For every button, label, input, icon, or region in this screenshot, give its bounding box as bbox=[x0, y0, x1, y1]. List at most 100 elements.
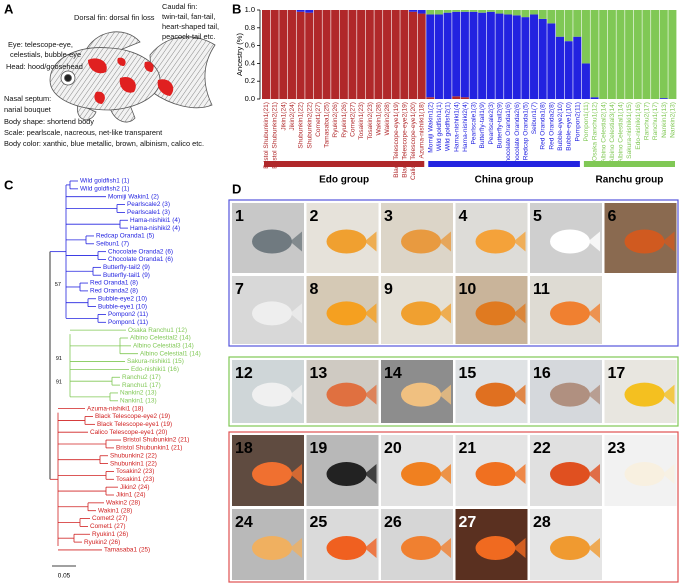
photo-number: 21 bbox=[459, 440, 477, 457]
category-label: Shubunkin2(22) bbox=[306, 102, 313, 149]
photo-tail bbox=[662, 231, 675, 252]
leaf-label: Tosakin1 (23) bbox=[116, 476, 154, 483]
photo-number: 16 bbox=[533, 365, 551, 382]
bar-segment bbox=[452, 96, 461, 99]
photo-number: 22 bbox=[533, 440, 551, 457]
bar-segment bbox=[633, 10, 642, 99]
category-label: Pearlscale2(3) bbox=[488, 102, 495, 145]
bar-segment bbox=[391, 10, 400, 99]
photo-fish bbox=[475, 536, 516, 561]
bar-segment bbox=[504, 10, 513, 15]
bar-segment bbox=[651, 10, 660, 99]
annotation: Body color: xanthic, blue metallic, brow… bbox=[4, 139, 204, 148]
category-label: Osaka Ranchu1(12) bbox=[592, 102, 599, 161]
y-tick-label: 1.0 bbox=[245, 5, 255, 14]
bar-segment bbox=[547, 23, 556, 100]
photo-number: 8 bbox=[310, 281, 319, 298]
frame bbox=[228, 199, 679, 347]
annotation: peacock-tail etc. bbox=[162, 32, 215, 41]
bar-segment bbox=[469, 11, 478, 100]
bar-segment bbox=[374, 10, 383, 99]
bar-segment bbox=[504, 14, 513, 100]
bar-segment bbox=[365, 10, 374, 99]
category-label: Black Telescope-eye1(19) bbox=[393, 102, 400, 178]
photo-tail bbox=[364, 538, 377, 559]
photo-fish bbox=[624, 382, 665, 407]
bar-segment bbox=[512, 15, 521, 100]
photo-tail bbox=[439, 538, 451, 559]
y-tick-label: 0.0 bbox=[245, 94, 255, 103]
panel-letter: C bbox=[4, 177, 14, 192]
photo-number: 1 bbox=[235, 208, 244, 225]
category-label: Redcap Oranda1(5) bbox=[522, 102, 529, 160]
photo-number: 10 bbox=[459, 281, 477, 298]
photo-tail bbox=[662, 384, 675, 405]
photo-fish bbox=[326, 229, 367, 254]
bar-segment bbox=[659, 10, 668, 99]
photo-fish bbox=[252, 229, 292, 254]
bar-segment bbox=[564, 41, 573, 99]
bar-segment bbox=[434, 10, 443, 15]
leaf-label: Edo-nishiki1 (16) bbox=[131, 366, 179, 373]
annotation: Body shape: shortend body bbox=[4, 117, 94, 126]
photo-number: 5 bbox=[533, 208, 542, 225]
bar-segment bbox=[322, 10, 331, 99]
photo-number: 6 bbox=[608, 208, 617, 225]
category-label: Tosakin2(23) bbox=[367, 102, 374, 140]
leaf-label: Wild goldfish1 (1) bbox=[80, 178, 129, 185]
leaf-label: Albino Celestial2 (14) bbox=[130, 335, 191, 342]
photo-fish bbox=[252, 301, 292, 326]
bar-segment bbox=[400, 10, 409, 99]
category-label: Nankin1(13) bbox=[661, 102, 668, 138]
bootstrap-value: 91 bbox=[56, 379, 62, 385]
category-label: Wakin1(28) bbox=[375, 102, 382, 135]
scale-label: 0.05 bbox=[58, 573, 71, 580]
photo-tail bbox=[439, 303, 451, 324]
leaf-label: Black Telescope-eye2 (19) bbox=[95, 413, 170, 420]
group-bar bbox=[583, 161, 675, 167]
bar-segment bbox=[581, 63, 590, 99]
goldfish-drawing bbox=[49, 31, 216, 123]
bar-segment bbox=[547, 10, 556, 24]
category-label: Butterfly-tail2(9) bbox=[497, 102, 504, 149]
photo-fish bbox=[475, 229, 516, 254]
bar-segment bbox=[296, 11, 305, 100]
bar-segment bbox=[426, 10, 435, 15]
leaf-label: Tosakin2 (23) bbox=[116, 468, 154, 475]
photo-tail bbox=[290, 303, 302, 324]
category-label: Chocolate Oranda2(6) bbox=[514, 102, 521, 167]
leaf-label: Bristol Shubunkin1 (21) bbox=[116, 445, 182, 452]
annotation: Dorsal fin: dorsal fin loss bbox=[74, 13, 155, 22]
bar-segment bbox=[339, 10, 348, 99]
annotation: Eye: telescope-eye, bbox=[8, 40, 73, 49]
bar-segment bbox=[408, 11, 418, 100]
photo-tail bbox=[513, 464, 526, 485]
ancestry-chart: Ancestry (%) 0.0 0.2 0.4 0.6 0.8 1.0 Bristol Sh… bbox=[235, 5, 676, 186]
leaf-label: Pearlscale2 (3) bbox=[127, 201, 170, 208]
bar-segment bbox=[530, 10, 539, 15]
bar-segment bbox=[417, 13, 426, 100]
photo-fish bbox=[326, 382, 367, 407]
annotation: narial bouquet bbox=[4, 105, 51, 114]
leaf-label: Bubble-eye2 (10) bbox=[98, 295, 147, 302]
photo-fish bbox=[326, 536, 367, 561]
bar-segment bbox=[581, 10, 590, 64]
category-label: Bubble-eye2(10) bbox=[557, 102, 564, 151]
photo-tail bbox=[513, 384, 526, 405]
category-label: Sakura-nishiki1(15) bbox=[626, 102, 633, 159]
category-label: Ryukin1(26) bbox=[341, 102, 348, 138]
photo-tail bbox=[290, 231, 302, 252]
photo-number: 13 bbox=[310, 365, 328, 382]
photo-tail bbox=[513, 303, 526, 324]
leaf-label: Bubble-eye1 (10) bbox=[98, 303, 147, 310]
bar-segment bbox=[625, 10, 634, 99]
photo-number: 4 bbox=[459, 208, 468, 225]
bar-segment bbox=[279, 10, 288, 99]
leaf-label: Butterfly-tail2 (9) bbox=[103, 264, 150, 271]
bar-segment bbox=[530, 14, 539, 100]
bar-segment bbox=[305, 12, 314, 100]
leaf-label: Redcap Oranda1 (5) bbox=[96, 233, 154, 240]
photo-fish bbox=[326, 462, 367, 487]
bootstrap-value: 57 bbox=[55, 282, 61, 288]
